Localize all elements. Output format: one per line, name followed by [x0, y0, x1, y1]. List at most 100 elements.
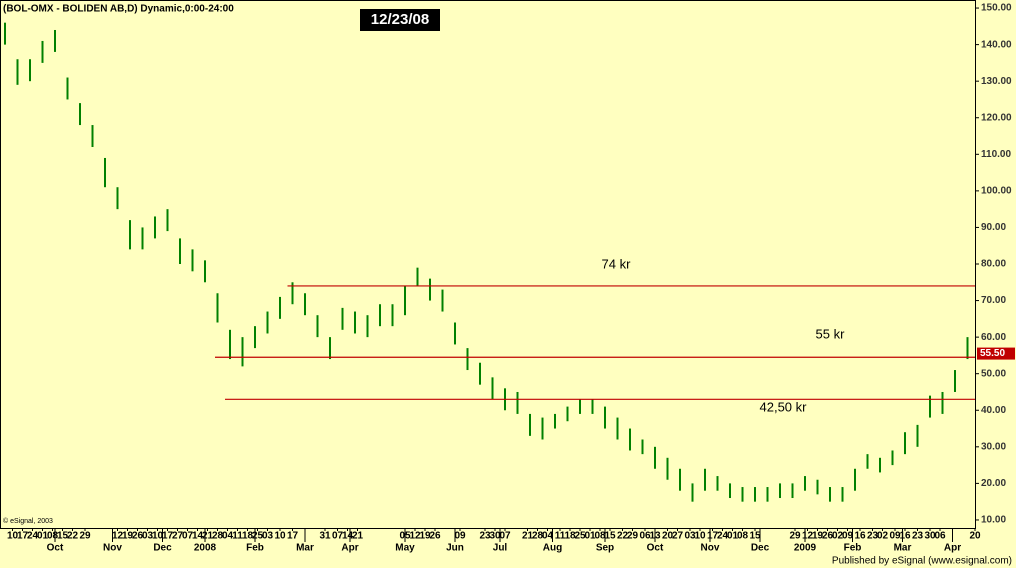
- x-tick-label: Jun: [446, 543, 464, 554]
- x-day-label: 12: [112, 531, 124, 542]
- x-day-label: 19: [419, 531, 431, 542]
- x-day-label: 07: [182, 531, 194, 542]
- last-price-label: 55.50: [980, 348, 1005, 359]
- x-day-label: 30: [924, 531, 936, 542]
- x-tick-label: Nov: [103, 543, 122, 554]
- x-tick-label: Aug: [543, 543, 562, 554]
- x-tick-label: Mar: [894, 543, 912, 554]
- x-day-label: 24: [717, 531, 729, 542]
- x-day-label: 12: [802, 531, 814, 542]
- x-tick-label: Feb: [246, 543, 264, 554]
- y-tick-label: 130.00: [981, 76, 1012, 87]
- y-tick-label: 110.00: [981, 149, 1011, 160]
- y-tick-label: 120.00: [981, 112, 1012, 123]
- y-tick-label: 150.00: [981, 3, 1012, 14]
- x-day-label: 02: [877, 531, 889, 542]
- last-price-box: [977, 347, 1015, 360]
- x-day-label: 15: [604, 531, 616, 542]
- x-day-label: 20: [969, 531, 981, 542]
- x-day-label: 04: [222, 531, 234, 542]
- x-day-label: 17: [162, 531, 174, 542]
- x-day-label: 06: [934, 531, 946, 542]
- x-day-label: 01: [37, 531, 49, 542]
- level-label: 42,50 kr: [760, 399, 808, 414]
- x-day-label: 17: [287, 531, 299, 542]
- y-tick-label: 70.00: [981, 295, 1006, 306]
- y-tick-label: 10.00: [981, 515, 1006, 526]
- chart-title: (BOL-OMX - BOLIDEN AB,D) Dynamic,0:00-24…: [3, 4, 234, 15]
- x-tick-label: Jul: [493, 543, 508, 554]
- date-box-text: 12/23/08: [371, 11, 429, 28]
- y-tick-label: 50.00: [981, 368, 1006, 379]
- y-tick-label: 40.00: [981, 405, 1006, 416]
- y-tick-label: 100.00: [981, 186, 1012, 197]
- x-day-label: 21: [352, 531, 364, 542]
- x-day-label: 22: [67, 531, 79, 542]
- x-day-label: 22: [617, 531, 629, 542]
- x-day-label: 04: [542, 531, 554, 542]
- x-tick-label: Feb: [844, 543, 862, 554]
- level-label: 74 kr: [602, 256, 632, 271]
- x-day-label: 10: [694, 531, 706, 542]
- x-tick-label: 2009: [794, 543, 817, 554]
- y-tick-label: 140.00: [981, 39, 1012, 50]
- y-tick-label: 60.00: [981, 332, 1006, 343]
- x-day-label: 24: [27, 531, 39, 542]
- x-day-label: 06: [639, 531, 651, 542]
- x-day-label: 11: [555, 531, 566, 542]
- x-day-label: 21: [522, 531, 534, 542]
- x-day-label: 03: [262, 531, 274, 542]
- x-tick-label: Sep: [596, 543, 614, 554]
- x-day-label: 10: [274, 531, 286, 542]
- footer: Published by eSignal (www.esignal.com): [832, 556, 1012, 567]
- x-day-label: 03: [684, 531, 696, 542]
- x-day-label: 08: [47, 531, 59, 542]
- x-day-label: 16: [854, 531, 866, 542]
- x-day-label: 14: [192, 531, 204, 542]
- x-day-label: 17: [707, 531, 719, 542]
- x-day-label: 28: [532, 531, 544, 542]
- level-label: 55 kr: [816, 326, 846, 341]
- y-tick-label: 80.00: [981, 259, 1006, 270]
- x-day-label: 29: [627, 531, 639, 542]
- x-day-label: 09: [454, 531, 466, 542]
- x-day-label: 27: [172, 531, 184, 542]
- x-day-label: 08: [594, 531, 606, 542]
- x-day-label: 03: [142, 531, 154, 542]
- x-day-label: 26: [132, 531, 144, 542]
- x-tick-label: Apr: [341, 543, 358, 554]
- x-day-label: 25: [252, 531, 264, 542]
- x-day-label: 10: [152, 531, 164, 542]
- y-tick-label: 30.00: [981, 441, 1006, 452]
- x-day-label: 23: [867, 531, 879, 542]
- x-tick-label: Apr: [944, 543, 961, 554]
- x-day-label: 16: [899, 531, 911, 542]
- x-tick-label: Mar: [296, 543, 314, 554]
- x-day-label: 30: [489, 531, 501, 542]
- x-day-label: 23: [479, 531, 491, 542]
- x-tick-label: Dec: [153, 543, 172, 554]
- x-day-label: 21: [202, 531, 214, 542]
- copyright: © eSignal, 2003: [3, 517, 53, 525]
- x-day-label: 29: [789, 531, 801, 542]
- x-day-label: 10: [7, 531, 19, 542]
- x-day-label: 15: [749, 531, 761, 542]
- x-day-label: 23: [912, 531, 924, 542]
- x-day-label: 17: [17, 531, 29, 542]
- y-tick-label: 20.00: [981, 478, 1006, 489]
- x-day-label: 20: [662, 531, 674, 542]
- x-day-label: 01: [584, 531, 596, 542]
- x-tick-label: Nov: [701, 543, 720, 554]
- x-tick-label: May: [395, 543, 415, 554]
- y-tick-label: 90.00: [981, 222, 1006, 233]
- x-day-label: 25: [574, 531, 586, 542]
- x-day-label: 19: [122, 531, 134, 542]
- x-day-label: 07: [332, 531, 344, 542]
- x-tick-label: Oct: [47, 543, 64, 554]
- x-day-label: 02: [832, 531, 844, 542]
- x-day-label: 26: [822, 531, 834, 542]
- x-day-label: 18: [564, 531, 576, 542]
- x-day-label: 26: [429, 531, 441, 542]
- x-day-label: 27: [672, 531, 684, 542]
